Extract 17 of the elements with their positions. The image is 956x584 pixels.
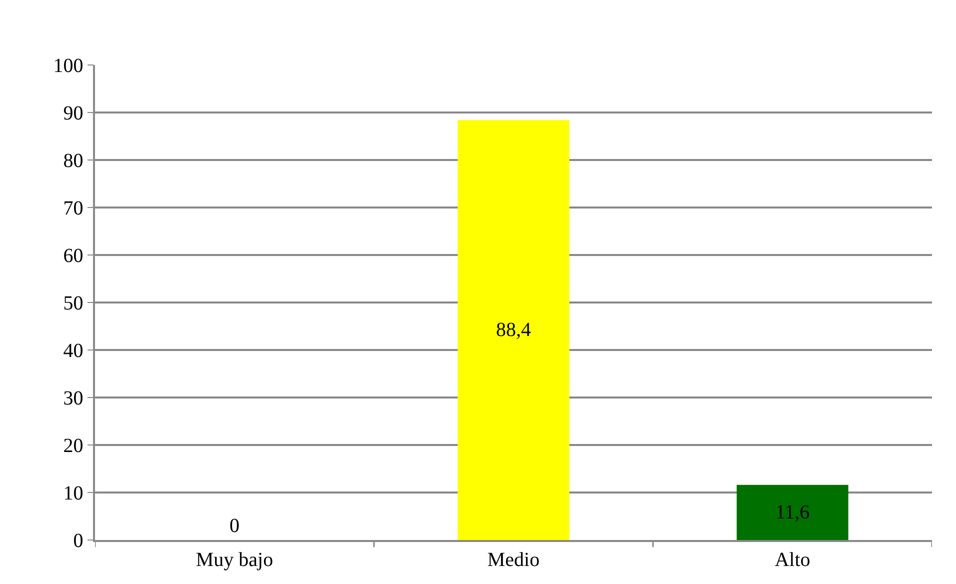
y-tick-label: 90 — [63, 102, 84, 124]
y-tick-label: 10 — [63, 482, 84, 504]
x-tick-label: Medio — [487, 548, 540, 571]
y-tick-label: 40 — [63, 340, 84, 362]
y-tick-label: 30 — [63, 388, 84, 410]
y-tick-label: 100 — [53, 55, 84, 77]
x-tick-label: Alto — [774, 548, 810, 571]
y-tick-label: 60 — [63, 245, 84, 267]
data-label: 11,6 — [775, 501, 810, 524]
data-label: 88,4 — [496, 319, 531, 342]
y-tick-label: 20 — [63, 435, 84, 457]
y-tick-label: 0 — [73, 530, 84, 552]
y-tick-label: 70 — [63, 198, 84, 220]
x-tick-label: Muy bajo — [196, 548, 274, 571]
data-label: 0 — [230, 515, 240, 537]
y-tick-label: 80 — [63, 150, 84, 172]
y-tick-label: 50 — [63, 292, 84, 314]
